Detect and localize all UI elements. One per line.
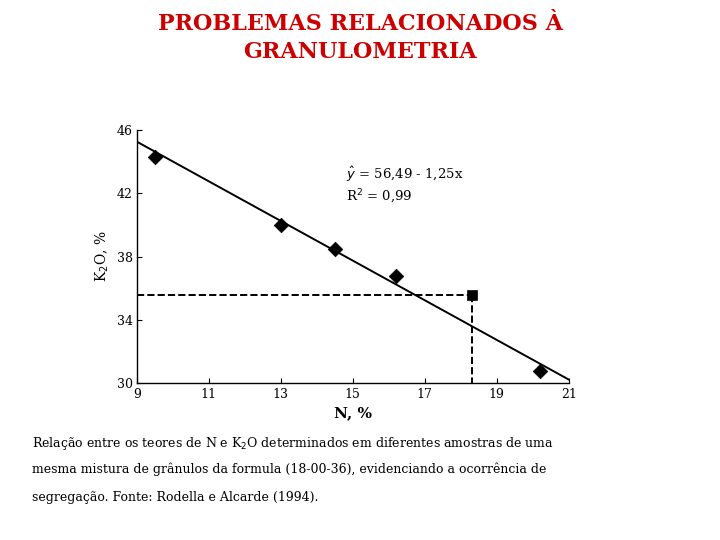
Point [149,152,161,161]
Point [390,271,402,280]
Point [329,244,341,253]
Point [466,290,477,299]
Text: PROBLEMAS RELACIONADOS À: PROBLEMAS RELACIONADOS À [158,14,562,36]
Y-axis label: K$_2$O, %: K$_2$O, % [94,231,111,282]
Text: segregação. Fonte: Rodella e Alcarde (1994).: segregação. Fonte: Rodella e Alcarde (19… [32,491,319,504]
Point [275,220,287,229]
Text: Relação entre os teores de N e K$_2$O determinados em diferentes amostras de uma: Relação entre os teores de N e K$_2$O de… [32,435,554,451]
X-axis label: N, %: N, % [334,406,372,420]
Text: GRANULOMETRIA: GRANULOMETRIA [243,40,477,63]
Text: mesma mistura de grânulos da formula (18-00-36), evidenciando a ocorrência de: mesma mistura de grânulos da formula (18… [32,463,546,476]
Text: $\hat{y}$ = 56,49 - 1,25x: $\hat{y}$ = 56,49 - 1,25x [346,165,463,184]
Text: R$^2$ = 0,99: R$^2$ = 0,99 [346,188,412,206]
Point [534,366,546,375]
